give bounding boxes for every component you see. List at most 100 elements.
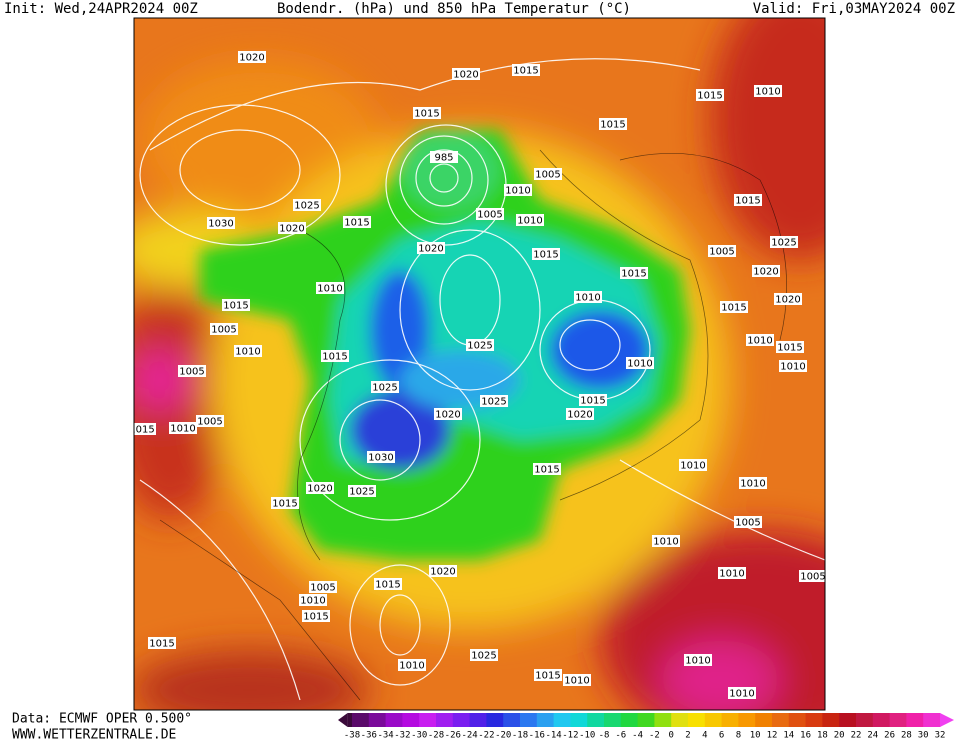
colorbar-label: 8 bbox=[736, 731, 741, 741]
isobar-label-box bbox=[210, 323, 238, 335]
isobar-label-box bbox=[533, 463, 561, 475]
colorbar-label: -12 bbox=[562, 731, 578, 741]
isobar-label: 1005 bbox=[211, 325, 236, 336]
colorbar-label: -38 bbox=[344, 731, 360, 741]
colorbar-label: 30 bbox=[918, 731, 929, 741]
isobar-label: 1020 bbox=[307, 484, 332, 495]
colorbar-swatch bbox=[923, 713, 941, 727]
isobar-label: 1015 bbox=[272, 499, 297, 510]
isobar-label-box bbox=[348, 485, 376, 497]
isobar-label: 1025 bbox=[294, 201, 319, 212]
isobar-label-box bbox=[684, 654, 712, 666]
colorbar-swatch bbox=[688, 713, 706, 727]
isobar-label-box bbox=[754, 85, 782, 97]
isobar-label-box bbox=[534, 669, 562, 681]
site-url: WWW.WETTERZENTRALE.DE bbox=[12, 728, 176, 741]
colorbar-swatch bbox=[553, 713, 571, 727]
isobar-label: 1010 bbox=[564, 676, 589, 687]
isobar-label-box bbox=[774, 293, 802, 305]
isobar-label-box bbox=[343, 216, 371, 228]
colorbar-label: 4 bbox=[702, 731, 707, 741]
colorbar-label: 22 bbox=[851, 731, 862, 741]
isobar-label: 1010 bbox=[740, 479, 765, 490]
isobar-label: 1015 bbox=[322, 352, 347, 363]
colorbar-swatch bbox=[721, 713, 739, 727]
colorbar-swatch bbox=[452, 713, 471, 727]
isobar-label-box bbox=[134, 423, 156, 435]
isobar-label: 1010 bbox=[575, 293, 600, 304]
colorbar-arrow-left bbox=[338, 713, 348, 727]
isobar-label-box bbox=[720, 301, 748, 313]
isobar-label-box bbox=[367, 451, 395, 463]
isobar-label: 1010 bbox=[170, 424, 195, 435]
colorbar-swatch bbox=[587, 713, 605, 727]
isobar-label-box bbox=[512, 64, 540, 76]
isobar-label: 1015 bbox=[735, 196, 760, 207]
isobar-label: 1015 bbox=[303, 612, 328, 623]
isobar-label-box bbox=[434, 408, 462, 420]
colorbar-swatch bbox=[872, 713, 891, 727]
colorbar-label: 26 bbox=[884, 731, 895, 741]
isobar-label: 1020 bbox=[775, 295, 800, 306]
isobar-label: 1010 bbox=[505, 186, 530, 197]
isobar-label-box bbox=[299, 594, 327, 606]
colorbar-label: -16 bbox=[529, 731, 545, 741]
isobar-label: 1010 bbox=[747, 336, 772, 347]
colorbar-label: 12 bbox=[767, 731, 778, 741]
isobar-label-box bbox=[178, 365, 206, 377]
isobar-label: 1010 bbox=[780, 362, 805, 373]
colorbar-swatch bbox=[772, 713, 790, 727]
isobar-label: 1015 bbox=[513, 66, 538, 77]
isobar-label-box bbox=[620, 267, 648, 279]
isobar-label-box bbox=[752, 265, 780, 277]
colorbar-swatch bbox=[402, 713, 420, 727]
isobar-label: 1025 bbox=[771, 238, 796, 249]
isobar-label: 1010 bbox=[685, 656, 710, 667]
colorbar-label: -20 bbox=[495, 731, 511, 741]
colorbar-swatch bbox=[822, 713, 840, 727]
isobar-label-box bbox=[452, 68, 480, 80]
colorbar-label: -26 bbox=[445, 731, 461, 741]
isobar-label-box bbox=[739, 477, 767, 489]
colorbar-label: 0 bbox=[668, 731, 673, 741]
isobar-label: 1010 bbox=[627, 359, 652, 370]
isobar-label: 1010 bbox=[399, 661, 424, 672]
isobar-label-box bbox=[234, 345, 262, 357]
colorbar: -38 -36 -34 -32 -30 -28 -26 -24 -22 -20 -18 -16 -14-… bbox=[338, 713, 954, 741]
colorbar-label: 10 bbox=[750, 731, 761, 741]
isobar-label: 1010 bbox=[653, 537, 678, 548]
colorbar-swatch bbox=[671, 713, 689, 727]
isobar-label-box bbox=[574, 291, 602, 303]
colorbar-label: -24 bbox=[461, 731, 477, 741]
isobar-label: 1010 bbox=[317, 284, 342, 295]
map-frame bbox=[133, 17, 826, 711]
colorbar-swatch bbox=[368, 713, 387, 727]
colorbar-label: -22 bbox=[478, 731, 494, 741]
colorbar-swatch bbox=[436, 713, 454, 727]
isobar-label: 1020 bbox=[418, 244, 443, 255]
isobar-label-box bbox=[371, 381, 399, 393]
isobar-label-box bbox=[728, 687, 756, 699]
isobar-label-box bbox=[316, 282, 344, 294]
colorbar-label: -34 bbox=[377, 731, 393, 741]
isobar-label-box bbox=[599, 118, 627, 130]
isobar-label-box bbox=[652, 535, 680, 547]
isobar-label-box bbox=[679, 459, 707, 471]
isobar-label-box bbox=[718, 567, 746, 579]
isobar-label: 1010 bbox=[755, 87, 780, 98]
colorbar-swatch bbox=[419, 713, 437, 727]
colorbar-swatch bbox=[738, 713, 756, 727]
colorbar-label: 28 bbox=[901, 731, 912, 741]
isobar-label-box bbox=[776, 341, 804, 353]
colorbar-swatch bbox=[385, 713, 403, 727]
colorbar-label: -36 bbox=[361, 731, 377, 741]
colorbar-label: -8 bbox=[599, 731, 610, 741]
isobar-label-box bbox=[413, 107, 441, 119]
isobar-label-box bbox=[302, 610, 330, 622]
isobar-label-box bbox=[626, 357, 654, 369]
isobar-label-box bbox=[374, 578, 402, 590]
isobar-label: 1020 bbox=[753, 267, 778, 278]
isobar-label: 1030 bbox=[208, 219, 233, 230]
isobar-label-box bbox=[148, 637, 176, 649]
